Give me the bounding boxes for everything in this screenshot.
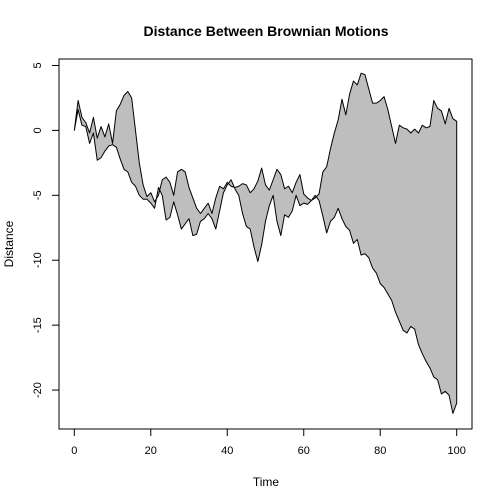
y-tick-label: 5 xyxy=(32,62,44,68)
distance-band xyxy=(73,72,458,414)
x-tick-label: 0 xyxy=(71,445,77,457)
x-tick-label: 40 xyxy=(221,445,233,457)
y-tick-label: -20 xyxy=(32,382,44,398)
chart-title: Distance Between Brownian Motions xyxy=(143,23,388,39)
x-tick-label: 80 xyxy=(374,445,386,457)
x-axis-label: Time xyxy=(253,475,280,489)
y-axis-label: Distance xyxy=(2,220,16,267)
x-tick-label: 100 xyxy=(448,445,466,457)
x-tick-label: 60 xyxy=(298,445,310,457)
plot-area xyxy=(73,72,458,414)
y-tick-label: -5 xyxy=(32,190,44,200)
y-tick-label: 0 xyxy=(32,127,44,133)
y-axis: 5 0 -5 -10 -15 -20 xyxy=(32,62,60,398)
y-tick-label: -10 xyxy=(32,252,44,268)
y-tick-label: -15 xyxy=(32,317,44,333)
x-axis: 0 20 40 60 80 100 xyxy=(71,428,466,457)
x-tick-label: 20 xyxy=(145,445,157,457)
